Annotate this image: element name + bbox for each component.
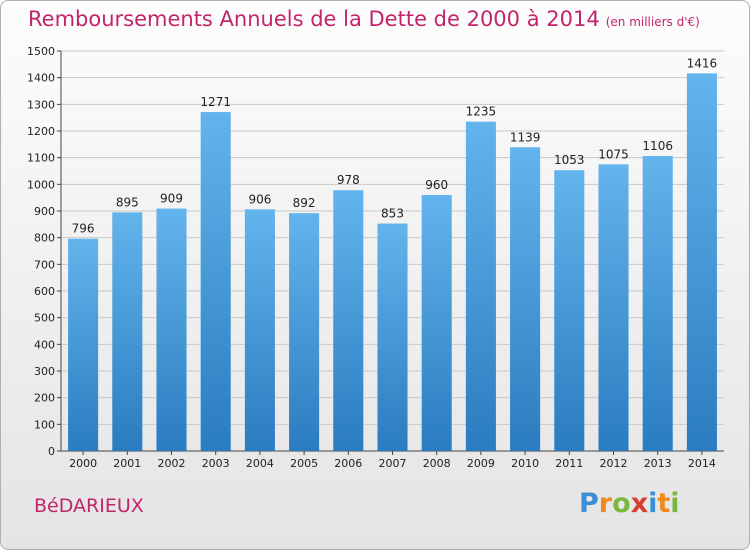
y-tick-label: 400	[34, 338, 55, 351]
logo-letter: i	[648, 488, 658, 519]
chart-title: Remboursements Annuels de la Dette de 20…	[28, 7, 700, 31]
y-tick-label: 1300	[27, 98, 55, 111]
bar	[686, 73, 717, 452]
x-tick-label: 2004	[246, 457, 274, 470]
logo-letter: o	[612, 488, 631, 519]
logo-letter: x	[630, 488, 649, 519]
data-label: 1075	[598, 147, 629, 161]
bar	[289, 213, 320, 451]
x-tick-label: 2009	[467, 457, 495, 470]
x-tick-label: 2012	[600, 457, 628, 470]
data-label: 853	[381, 207, 404, 221]
data-label: 796	[72, 222, 95, 236]
y-tick-label: 300	[34, 365, 55, 378]
data-label: 906	[248, 192, 271, 206]
bar	[510, 147, 541, 451]
bar	[465, 121, 496, 452]
data-label: 1139	[510, 130, 541, 144]
x-tick-label: 2007	[379, 457, 407, 470]
data-label: 1271	[200, 95, 231, 109]
y-tick-label: 200	[34, 392, 55, 405]
x-tick-label: 2014	[688, 457, 716, 470]
bar	[333, 190, 364, 451]
y-tick-label: 600	[34, 285, 55, 298]
x-tick-label: 2006	[334, 457, 362, 470]
logo-letter: t	[657, 488, 671, 519]
chart-subtitle: (en milliers d'€)	[605, 15, 700, 29]
x-tick-label: 2000	[69, 457, 97, 470]
y-tick-label: 0	[48, 445, 55, 458]
y-tick-label: 700	[34, 258, 55, 271]
bar	[377, 223, 408, 451]
x-tick-label: 2011	[555, 457, 583, 470]
logo-letter: P	[579, 488, 599, 519]
logo-letter: i	[670, 488, 680, 519]
y-tick-label: 1400	[27, 72, 55, 85]
bar	[112, 212, 143, 451]
bar	[200, 112, 231, 452]
bar	[598, 164, 629, 452]
x-tick-label: 2001	[113, 457, 141, 470]
y-tick-label: 500	[34, 312, 55, 325]
bar	[642, 156, 673, 452]
bar	[244, 209, 275, 451]
data-label: 978	[337, 173, 360, 187]
data-label: 1235	[466, 105, 497, 119]
x-tick-label: 2003	[202, 457, 230, 470]
data-label: 1053	[554, 153, 585, 167]
y-tick-label: 1500	[27, 45, 55, 58]
data-label: 892	[293, 196, 316, 210]
y-tick-label: 1100	[27, 152, 55, 165]
y-tick-label: 1000	[27, 178, 55, 191]
data-label: 1416	[687, 56, 718, 70]
data-label: 1106	[642, 139, 673, 153]
data-label: 960	[425, 178, 448, 192]
y-tick-label: 900	[34, 205, 55, 218]
data-label: 895	[116, 195, 139, 209]
bar	[68, 238, 99, 451]
proxiti-logo[interactable]: Proxiti	[579, 488, 680, 519]
y-tick-label: 1200	[27, 125, 55, 138]
x-tick-label: 2002	[158, 457, 186, 470]
city-name: BéDARIEUX	[34, 495, 144, 517]
bar	[554, 170, 585, 451]
bar	[156, 208, 187, 451]
x-tick-label: 2008	[423, 457, 451, 470]
x-tick-label: 2005	[290, 457, 318, 470]
bar	[421, 195, 452, 451]
y-tick-label: 100	[34, 418, 55, 431]
chart-title-text: Remboursements Annuels de la Dette de 20…	[28, 7, 600, 31]
x-tick-label: 2013	[644, 457, 672, 470]
y-tick-label: 800	[34, 232, 55, 245]
x-tick-label: 2010	[511, 457, 539, 470]
logo-letter: r	[598, 488, 613, 519]
data-label: 909	[160, 192, 183, 206]
